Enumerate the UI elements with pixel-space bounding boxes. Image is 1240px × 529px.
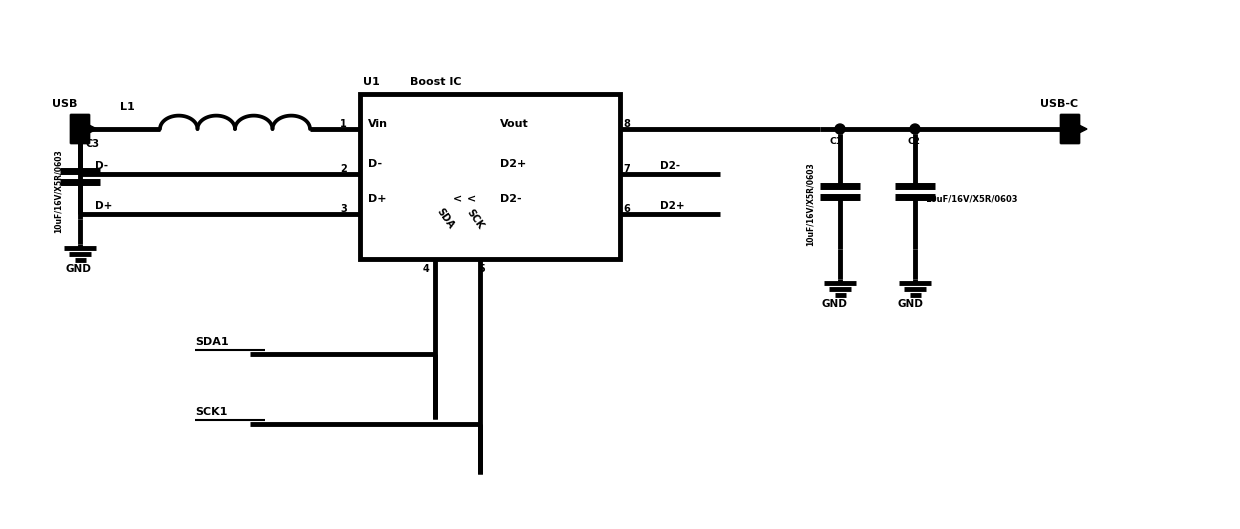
Text: C3: C3 (86, 139, 100, 149)
Text: D2-: D2- (500, 194, 522, 204)
Text: Vout: Vout (500, 119, 528, 129)
Text: 10uF/16V/X5R/0603: 10uF/16V/X5R/0603 (925, 195, 1018, 204)
Text: 4: 4 (423, 264, 430, 274)
Text: 6: 6 (622, 204, 630, 214)
Text: USB: USB (52, 99, 77, 109)
Text: 7: 7 (622, 164, 630, 174)
Text: 10uF/16V/X5R/0603: 10uF/16V/X5R/0603 (53, 150, 62, 233)
Text: C2: C2 (906, 136, 920, 145)
Text: GND: GND (897, 299, 923, 309)
FancyBboxPatch shape (1060, 114, 1080, 144)
Text: 8: 8 (622, 119, 630, 129)
Text: D+: D+ (95, 201, 113, 211)
Text: GND: GND (64, 264, 91, 274)
Text: 10uF/16V/X5R/0603: 10uF/16V/X5R/0603 (806, 162, 815, 246)
Circle shape (74, 124, 86, 134)
Circle shape (910, 124, 920, 134)
Text: D2-: D2- (660, 161, 680, 171)
Text: USB-C: USB-C (1040, 99, 1078, 109)
Text: SCK1: SCK1 (195, 407, 227, 417)
FancyBboxPatch shape (69, 114, 91, 144)
Circle shape (835, 124, 844, 134)
Text: 2: 2 (340, 164, 347, 174)
Text: Vin: Vin (368, 119, 388, 129)
Text: SDA: SDA (434, 207, 455, 231)
Text: C1: C1 (830, 136, 843, 145)
Text: L1: L1 (120, 102, 135, 112)
Text: GND: GND (822, 299, 848, 309)
Text: 1: 1 (340, 119, 347, 129)
Text: <: < (467, 194, 476, 204)
Text: D-: D- (368, 159, 382, 169)
Text: SCK: SCK (465, 207, 485, 231)
Text: U1: U1 (363, 77, 379, 87)
Text: D2+: D2+ (500, 159, 526, 169)
Text: D-: D- (95, 161, 108, 171)
Text: 3: 3 (340, 204, 347, 214)
Text: 5: 5 (477, 264, 485, 274)
Polygon shape (1079, 125, 1087, 133)
Bar (360, 94, 620, 259)
Text: SDA1: SDA1 (195, 337, 228, 347)
Text: D2+: D2+ (660, 201, 684, 211)
Text: Boost IC: Boost IC (410, 77, 461, 87)
Text: <: < (454, 194, 463, 204)
Polygon shape (89, 125, 97, 133)
Text: D+: D+ (368, 194, 387, 204)
